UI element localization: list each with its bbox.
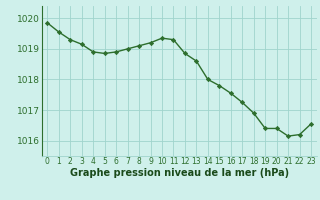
X-axis label: Graphe pression niveau de la mer (hPa): Graphe pression niveau de la mer (hPa) xyxy=(70,168,289,178)
